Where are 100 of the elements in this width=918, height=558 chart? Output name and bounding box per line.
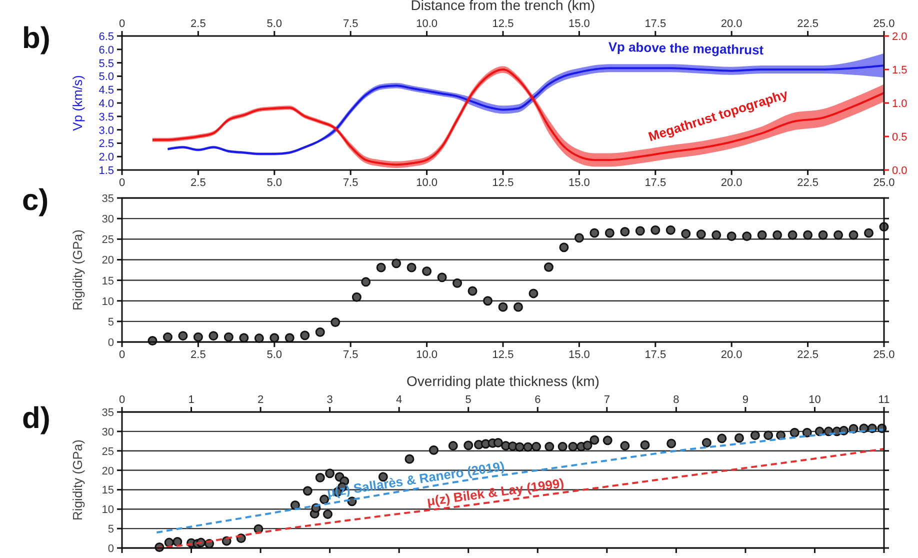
x-tick-label: 6 [534,394,541,406]
x-tick-label: 2 [257,394,264,406]
y-tick-label: 1.5 [98,165,114,177]
y-tick-label: 35 [102,193,114,205]
chart-title: b) [22,22,50,55]
x-tick-label: 20.0 [720,349,742,361]
y-tick-label: 3.5 [98,111,114,124]
x-tick-label: 17.5 [644,349,666,361]
x-tick-label: 7.5 [342,18,358,30]
y-axis-title: Rigidity (GPa) [70,440,85,520]
y-tick-label: 0 [108,337,114,349]
x-tick-label: 0 [118,18,126,30]
point [239,333,249,343]
y-tick-label: 25 [102,234,114,246]
y-tick-label: 15 [102,484,114,497]
point [635,226,645,236]
x-tick-label: 5 [465,394,472,406]
x2-tick-label: 25.0 [873,177,895,189]
x2-tick-label: 2.5 [190,177,206,189]
x2-tick-label: 17.5 [644,177,666,189]
x-tick-label: 4 [396,394,402,406]
y2-tick-label: 0.0 [892,165,908,177]
x2-tick-label: 0 [118,177,126,189]
point [864,228,874,238]
x-tick-label: 22.5 [797,18,819,30]
x-tick-label: 2.5 [190,349,206,361]
point [254,334,264,344]
y2-tick-label: 1.5 [892,64,908,76]
x-tick-label: 11 [878,394,890,406]
y-tick-label: 2.5 [98,138,114,150]
x2-tick-label: 10.0 [416,177,438,189]
point [544,262,554,272]
series-label: Vp above the megathrust [608,39,764,58]
x-tick-label: 2.5 [190,18,206,30]
y-tick-label: 4.5 [98,84,114,97]
y-tick-label: 5.0 [98,71,114,84]
point [315,327,325,337]
y-tick-label: 20 [102,254,114,267]
y-tick-label: 5 [108,316,114,328]
y-tick-label: 35 [102,407,114,419]
x-tick-label: 0 [118,349,126,361]
x2-axis-title: Distance from the trench (km) [410,0,596,13]
point [726,232,736,242]
x-tick-label: 12.5 [492,349,514,361]
x-tick-label: 10.0 [416,349,438,361]
x2-tick-label: 7.5 [342,177,358,189]
y-axis-title: Rigidity (GPa) [70,230,85,310]
x-tick-label: 17.5 [644,18,666,30]
point [834,230,844,240]
point [818,230,828,240]
point [352,292,362,302]
point [590,228,600,238]
point [193,332,203,342]
y-axis-title: Vp (km/s) [70,75,85,131]
x2-tick-label: 20.0 [720,177,742,189]
x-tick-label: 20.0 [720,18,742,30]
point [848,230,858,240]
chart-title: d) [22,402,50,435]
point [742,232,752,242]
y-tick-label: 10 [102,504,114,516]
point [666,225,676,235]
point [392,258,402,268]
y-tick-label: 0 [108,543,114,555]
x-tick-label: 1 [188,394,194,406]
x-tick-label: 0 [118,394,126,406]
x-tick-label: 12.5 [492,18,514,30]
x-tick-label: 9 [742,394,749,406]
y-tick-label: 30 [102,426,114,438]
x-tick-label: 5.0 [266,18,282,30]
x-tick-label: 10.0 [416,18,438,30]
point [406,262,416,272]
point [803,230,813,240]
point [559,242,569,252]
point [650,225,660,235]
y-tick-label: 3.0 [98,124,114,137]
y-tick-label: 20 [102,465,114,478]
chart-title: c) [22,184,49,217]
point [483,296,493,306]
point [574,233,584,243]
point [224,332,234,342]
point [330,318,340,327]
point [772,230,782,240]
x-tick-label: 7.5 [342,349,358,361]
y-tick-label: 5.5 [98,58,114,70]
y-tick-label: 15 [102,275,114,288]
x2-tick-label: 5.0 [266,177,282,189]
x-tick-label: 3 [326,394,333,406]
x-tick-label: 8 [673,394,680,406]
x2-tick-label: 15.0 [568,177,590,189]
x-tick-label: 15.0 [568,349,590,361]
x-tick-label: 10 [808,394,821,406]
point [788,230,798,240]
point [757,230,767,240]
x-tick-label: 5.0 [266,349,282,361]
y2-tick-label: 2.0 [892,31,908,43]
y-tick-label: 5 [108,524,114,536]
y-tick-label: 2.0 [98,152,114,164]
point [604,228,614,238]
x-axis-title: Overriding plate thickness (km) [406,373,600,389]
y-tick-label: 4.0 [98,98,114,110]
